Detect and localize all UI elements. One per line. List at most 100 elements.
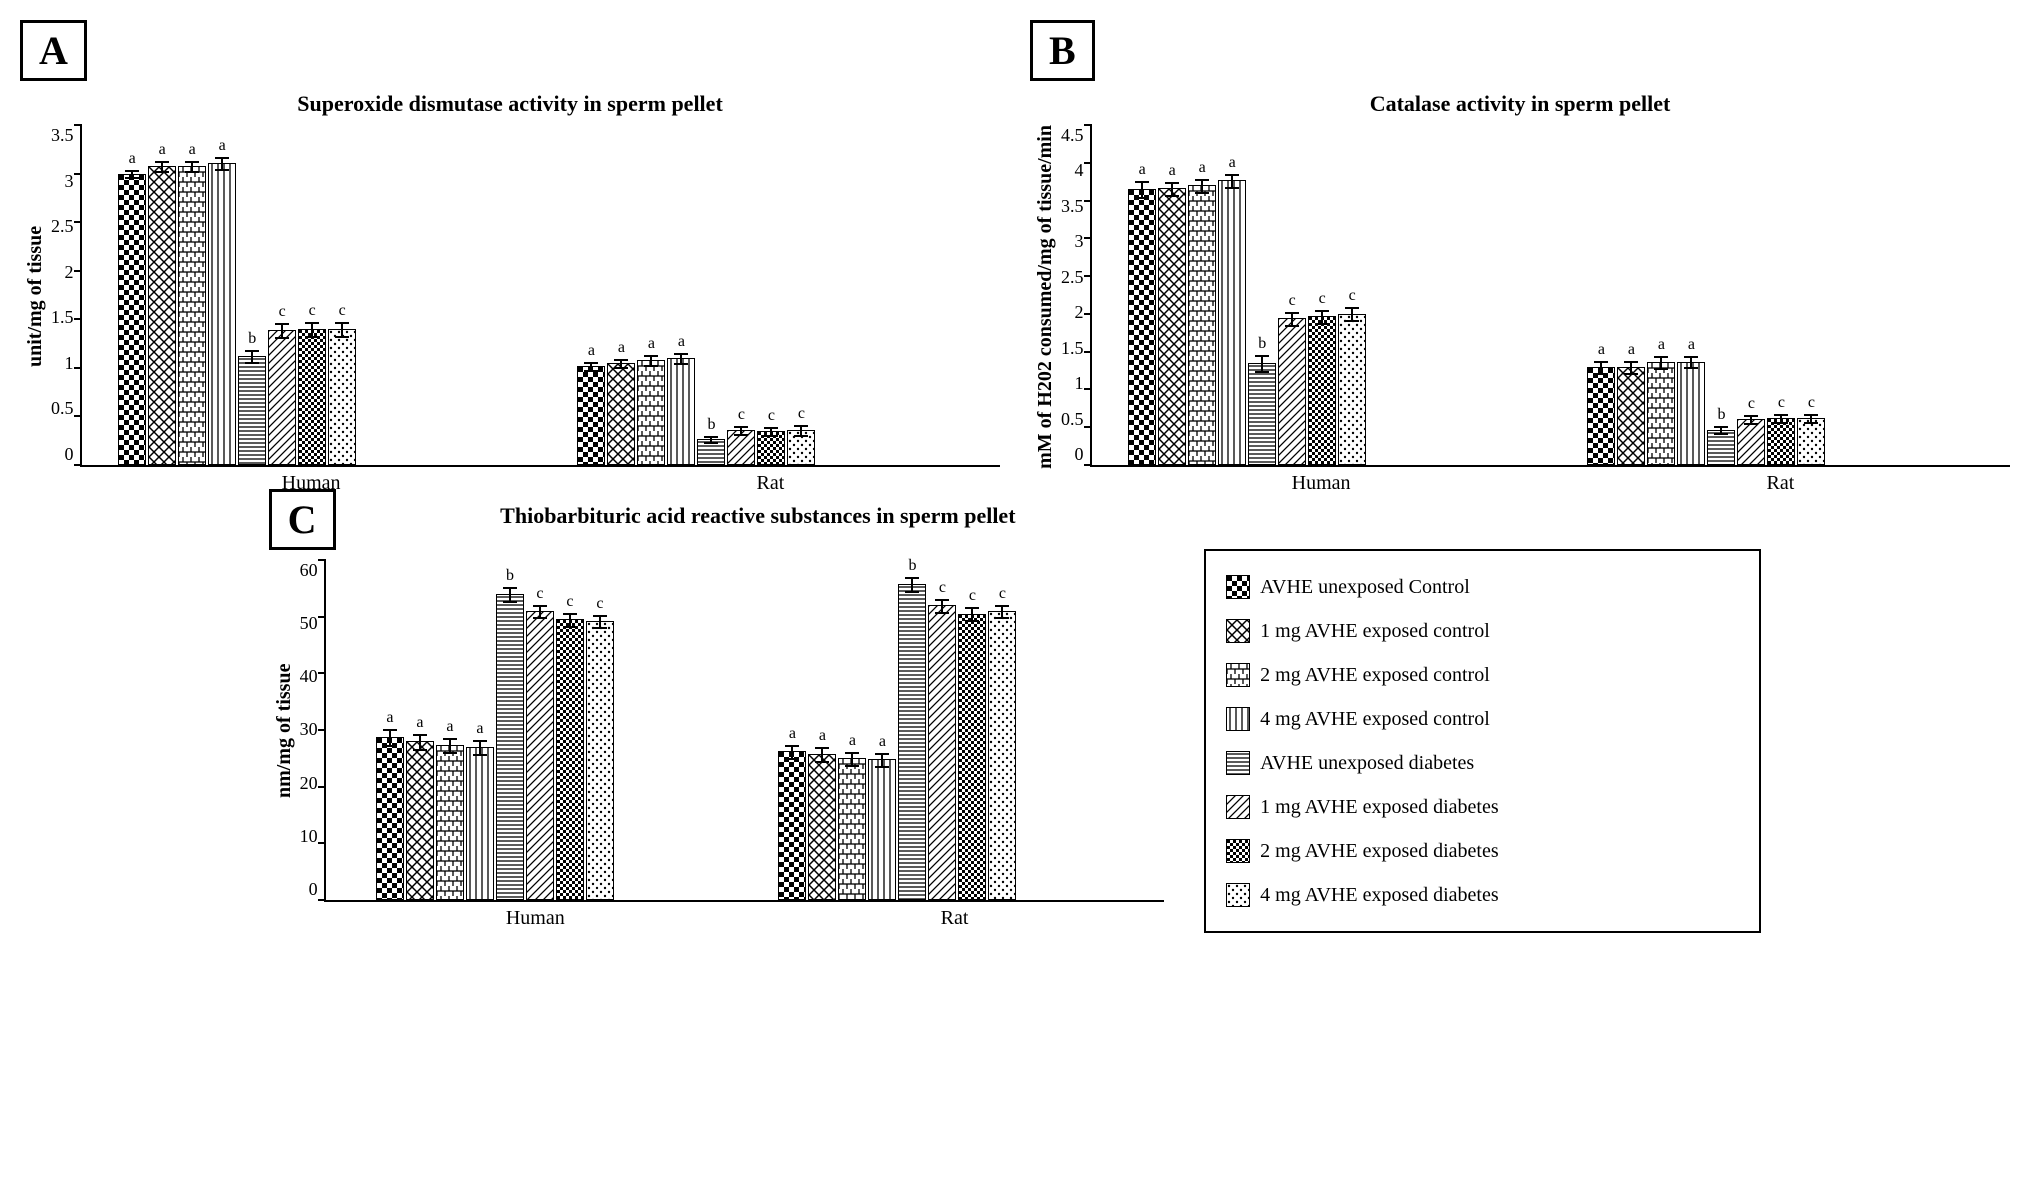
bar: c (556, 619, 584, 900)
bar: a (148, 166, 176, 465)
significance-letter: c (999, 585, 1006, 603)
plot-B: Human Rat aaaabcccaaaabccc (1090, 125, 2011, 467)
error-bar (1660, 356, 1662, 370)
error-bar (1261, 355, 1263, 373)
y-tick-mark (318, 842, 326, 844)
error-bar (509, 587, 511, 603)
error-bar (1750, 415, 1752, 426)
y-tick-mark (318, 786, 326, 788)
y-tick-mark (1084, 200, 1092, 202)
error-bar (1321, 310, 1323, 325)
significance-letter: c (738, 406, 745, 424)
bars-group: aaaabccc (376, 594, 614, 900)
legend-swatch (1226, 751, 1250, 775)
bar: c (1338, 314, 1366, 465)
significance-letter: a (1199, 159, 1206, 177)
error-bar (449, 738, 451, 754)
y-tick-mark (1084, 426, 1092, 428)
y-tick-mark (74, 173, 82, 175)
error-bar (791, 745, 793, 761)
y-tick-mark (1084, 351, 1092, 353)
bars-group: aaaabccc (1587, 362, 1825, 466)
bar: c (787, 430, 815, 465)
y-tick-label: 40 (300, 666, 318, 687)
y-tick-mark (318, 672, 326, 674)
y-tick-label: 1 (65, 353, 74, 374)
y-tick-label: 3 (1075, 231, 1084, 252)
panel-label-A: A (20, 20, 87, 81)
significance-letter: c (969, 587, 976, 605)
y-tick-mark (1084, 162, 1092, 164)
y-tick-label: 0 (1075, 444, 1084, 465)
error-bar (1351, 307, 1353, 322)
y-tick-mark (74, 464, 82, 466)
significance-letter: a (416, 714, 423, 732)
error-bar (389, 729, 391, 747)
error-bar (911, 577, 913, 593)
y-tick-label: 1.5 (1061, 338, 1084, 359)
significance-letter: c (768, 407, 775, 425)
legend-label: 4 mg AVHE exposed diabetes (1260, 873, 1499, 917)
legend-label: 2 mg AVHE exposed control (1260, 653, 1490, 697)
significance-letter: a (476, 720, 483, 738)
significance-letter: c (279, 303, 286, 321)
significance-letter: a (819, 727, 826, 745)
significance-letter: a (1628, 341, 1635, 359)
error-bar (1001, 605, 1003, 620)
error-bar (1201, 179, 1203, 194)
legend-box: AVHE unexposed Control1 mg AVHE exposed … (1204, 549, 1761, 933)
ticks-y-A (74, 125, 82, 465)
bar: b (1248, 363, 1276, 465)
significance-letter: a (129, 150, 136, 168)
bars-group: aaaabccc (1128, 180, 1366, 465)
y-tick-mark (1084, 124, 1092, 126)
y-tick-mark (318, 899, 326, 901)
bar: a (808, 754, 836, 900)
significance-letter: a (849, 732, 856, 750)
panel-C: C Thiobarbituric acid reactive substance… (269, 489, 1165, 902)
significance-letter: c (1289, 292, 1296, 310)
legend-item: 4 mg AVHE exposed diabetes (1226, 873, 1739, 917)
error-bar (680, 353, 682, 365)
significance-letter: c (1319, 290, 1326, 308)
bar: a (1128, 189, 1156, 465)
legend-label: 2 mg AVHE exposed diabetes (1260, 829, 1499, 873)
y-label-A: unit/mg of tissue (20, 125, 51, 467)
y-tick-mark (74, 367, 82, 369)
y-label-B: mM of H202 consumed/mg of tissue/min (1030, 125, 1061, 469)
significance-letter: c (309, 302, 316, 320)
significance-letter: c (1349, 287, 1356, 305)
legend-label: AVHE unexposed diabetes (1260, 741, 1474, 785)
legend-label: 1 mg AVHE exposed control (1260, 609, 1490, 653)
bars-group: aaaabccc (778, 584, 1016, 900)
significance-letter: a (1169, 162, 1176, 180)
y-tick-label: 1.5 (51, 307, 74, 328)
bar: a (178, 166, 206, 465)
error-bar (1690, 356, 1692, 370)
legend-item: 4 mg AVHE exposed control (1226, 697, 1739, 741)
bar: a (208, 163, 236, 465)
error-bar (590, 362, 592, 372)
legend-swatch (1226, 795, 1250, 819)
bar: a (1617, 367, 1645, 465)
chart-area-B: mM of H202 consumed/mg of tissue/min 4.5… (1030, 125, 2010, 469)
bar: c (586, 621, 614, 900)
bar: b (1707, 430, 1735, 466)
error-bar (851, 752, 853, 767)
legend-label: AVHE unexposed Control (1260, 565, 1470, 609)
bar: c (1797, 418, 1825, 465)
bars-group: aaaabccc (577, 358, 815, 465)
bar: a (466, 747, 494, 900)
significance-letter: a (789, 725, 796, 743)
error-bar (1720, 426, 1722, 435)
bar: c (757, 431, 785, 465)
y-tick-mark (74, 221, 82, 223)
error-bar (221, 157, 223, 171)
error-bar (419, 734, 421, 751)
y-tick-label: 50 (300, 613, 318, 634)
x-labels-C: Human Rat (326, 907, 1165, 930)
bar: c (268, 330, 296, 465)
error-bar (281, 323, 283, 339)
y-tick-label: 3.5 (51, 125, 74, 146)
y-tick-label: 0.5 (1061, 409, 1084, 430)
